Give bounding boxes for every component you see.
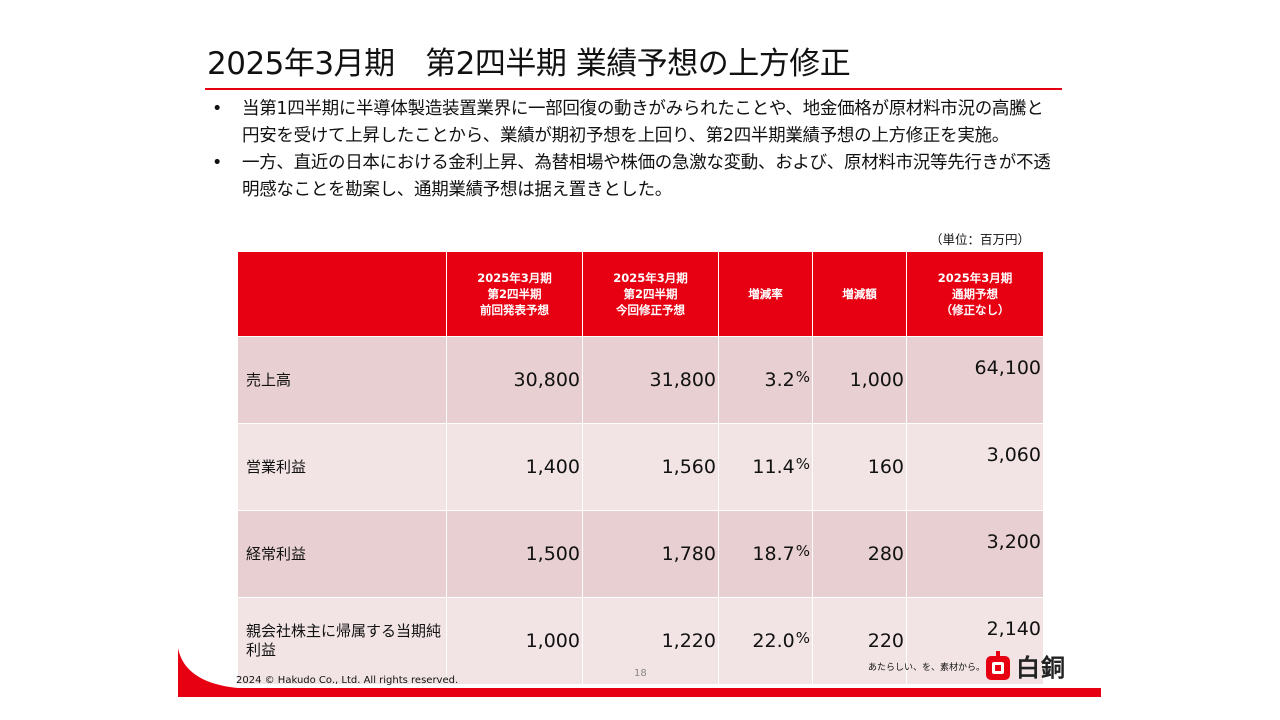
cell-rate: 18.7% <box>718 510 813 598</box>
header-cell-full-year: 2025年3月期 通期予想 （修正なし） <box>906 251 1044 337</box>
title-underline <box>205 88 1062 90</box>
bullet-text: 一方、直近の日本における金利上昇、為替相場や株価の急激な変動、および、原材料市況… <box>242 153 1051 200</box>
cell-revised: 1,560 <box>582 423 719 511</box>
table-row: 親会社株主に帰属する当期純利益 1,000 1,220 22.0% 220 2,… <box>237 597 1044 685</box>
cell-full-year: 3,060 <box>906 423 1044 511</box>
footer-bar <box>178 688 1101 697</box>
cell-full-year: 64,100 <box>906 336 1044 424</box>
cell-previous: 1,000 <box>446 597 583 685</box>
cell-rate: 3.2% <box>718 336 813 424</box>
cell-previous: 30,800 <box>446 336 583 424</box>
footer-swoosh-decoration <box>178 648 238 690</box>
unit-note: （単位：百万円） <box>930 232 1031 247</box>
percent-sign: % <box>795 629 810 647</box>
cell-full-year: 2,140 <box>906 597 1044 685</box>
table-row: 営業利益 1,400 1,560 11.4% 160 3,060 <box>237 423 1044 511</box>
logo-mark-icon <box>986 650 1010 680</box>
header-cell-rate: 増減率 <box>718 251 813 337</box>
header-cell-revised: 2025年3月期 第2四半期 今回修正予想 <box>582 251 719 337</box>
bullet-marker: • <box>212 153 223 173</box>
percent-sign: % <box>795 368 810 386</box>
cell-rate: 22.0% <box>718 597 813 685</box>
cell-revised: 1,220 <box>582 597 719 685</box>
percent-sign: % <box>795 542 810 560</box>
cell-revised: 1,780 <box>582 510 719 598</box>
bullet-text: 当第1四半期に半導体製造装置業界に一部回復の動きがみられたことや、地金価格が原材… <box>242 99 1044 146</box>
cell-revised: 31,800 <box>582 336 719 424</box>
header-cell-empty <box>237 251 447 337</box>
row-label: 営業利益 <box>237 423 447 511</box>
cell-change: 1,000 <box>812 336 907 424</box>
cell-previous: 1,400 <box>446 423 583 511</box>
cell-change: 160 <box>812 423 907 511</box>
cell-previous: 1,500 <box>446 510 583 598</box>
cell-rate: 11.4% <box>718 423 813 511</box>
row-label: 経常利益 <box>237 510 447 598</box>
header-cell-change: 増減額 <box>812 251 907 337</box>
cell-change: 280 <box>812 510 907 598</box>
cell-full-year: 3,200 <box>906 510 1044 598</box>
table-row: 経常利益 1,500 1,780 18.7% 280 3,200 <box>237 510 1044 598</box>
bullet-item: • 当第1四半期に半導体製造装置業界に一部回復の動きがみられたことや、地金価格が… <box>212 96 1052 150</box>
company-tagline: あたらしい、を、素材から。 <box>868 663 986 673</box>
percent-sign: % <box>795 455 810 473</box>
table-header-row: 2025年3月期 第2四半期 前回発表予想 2025年3月期 第2四半期 今回修正予想 … <box>237 251 1044 337</box>
cell-change: 220 <box>812 597 907 685</box>
forecast-table: 2025年3月期 第2四半期 前回発表予想 2025年3月期 第2四半期 今回修正予想 … <box>237 251 1044 685</box>
bullet-marker: • <box>212 99 223 119</box>
page-number: 18 <box>634 668 647 679</box>
row-label: 親会社株主に帰属する当期純利益 <box>237 597 447 685</box>
table-row: 売上高 30,800 31,800 3.2% 1,000 64,100 <box>237 336 1044 424</box>
bullet-item: • 一方、直近の日本における金利上昇、為替相場や株価の急激な変動、および、原材料… <box>212 150 1052 204</box>
row-label: 売上高 <box>237 336 447 424</box>
bullet-list: • 当第1四半期に半導体製造装置業界に一部回復の動きがみられたことや、地金価格が… <box>212 96 1052 204</box>
logo-text: 白銅 <box>1016 654 1066 682</box>
copyright-text: 2024 © Hakudo Co., Ltd. All rights reser… <box>236 675 459 686</box>
company-logo: 白銅 <box>985 648 1066 683</box>
header-cell-previous: 2025年3月期 第2四半期 前回発表予想 <box>446 251 583 337</box>
slide-title: 2025年3月期 第2四半期 業績予想の上方修正 <box>207 46 851 82</box>
